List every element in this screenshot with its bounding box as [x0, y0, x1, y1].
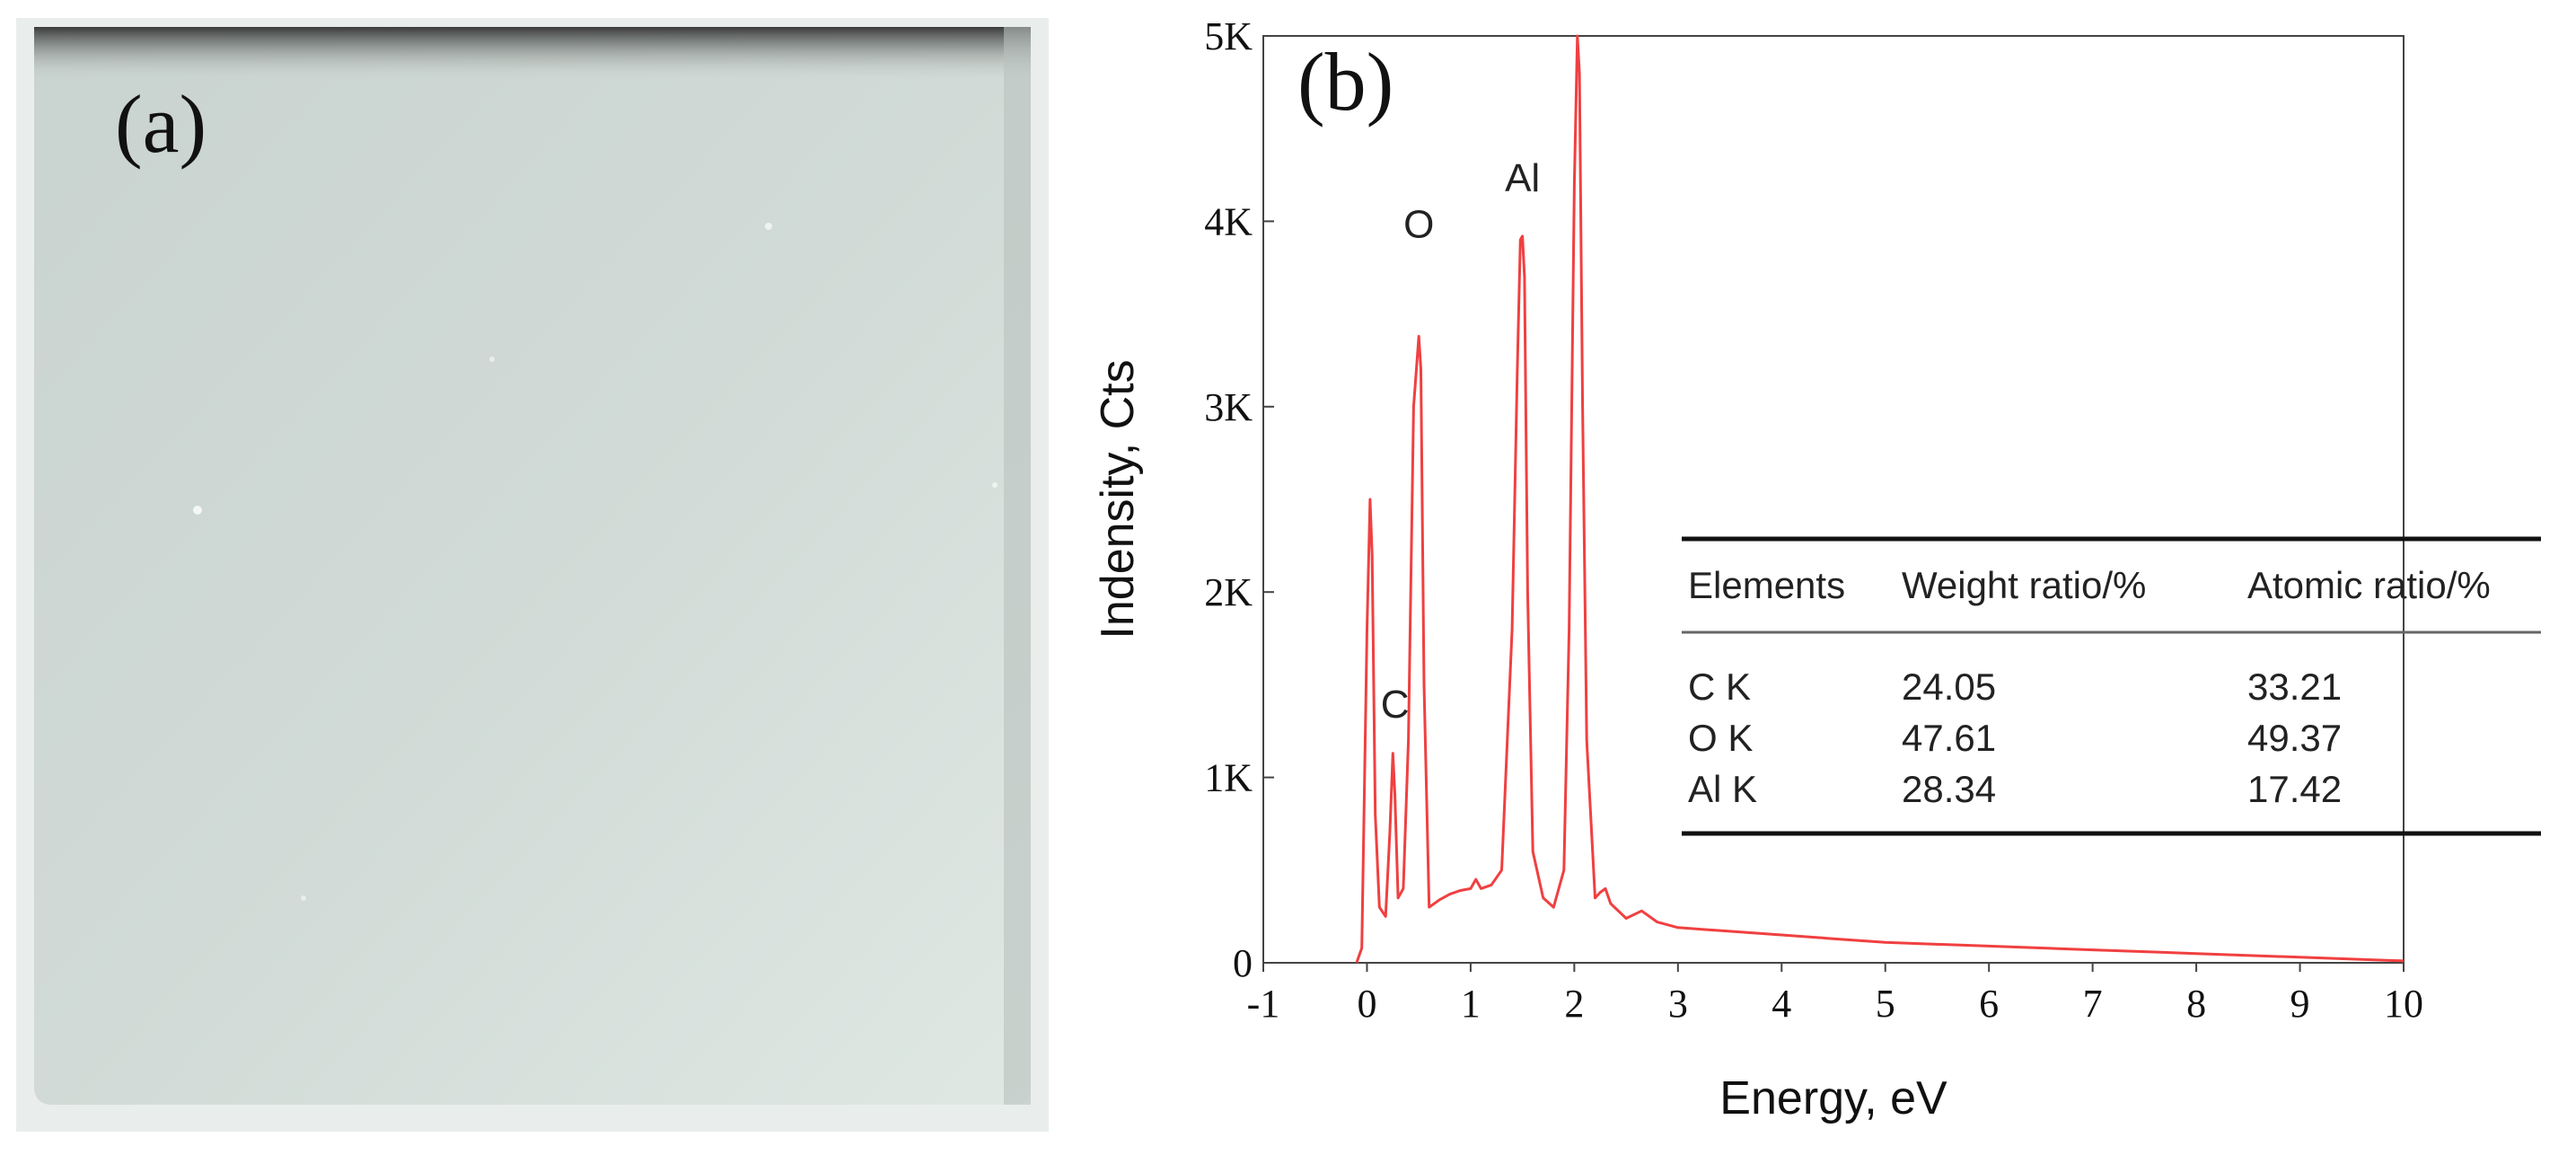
- table-cell: 24.05: [1902, 666, 1996, 708]
- table-cell: O K: [1688, 717, 1753, 759]
- plate: [34, 27, 1031, 1105]
- x-axis-title: Energy, eV: [1719, 1072, 1947, 1124]
- table-cell: 33.21: [2247, 666, 2342, 708]
- x-tick-label: -1: [1247, 982, 1280, 1026]
- peak-label-o: O: [1403, 202, 1434, 246]
- x-tick-label: 2: [1564, 982, 1584, 1026]
- peak-label-al: Al: [1505, 156, 1540, 200]
- table-cell: 47.61: [1902, 717, 1996, 759]
- x-tick-label: 0: [1357, 982, 1376, 1026]
- table-cell: C K: [1688, 666, 1751, 708]
- table-cell: Al K: [1688, 768, 1757, 810]
- peak-label-c: C: [1381, 683, 1410, 727]
- table-header-atomic: Atomic ratio/%: [2247, 564, 2491, 606]
- panel-a-label: (a): [115, 78, 207, 170]
- y-tick-label: 0: [1233, 941, 1253, 985]
- x-tick-label: 5: [1876, 982, 1895, 1026]
- spectrum-line: [1355, 34, 2405, 964]
- plot-frame: [1262, 35, 2405, 964]
- y-axis-ticks: 0 1K 2K 3K 4K 5K: [1204, 14, 1274, 985]
- y-tick-label: 5K: [1204, 14, 1253, 58]
- y-tick-label: 3K: [1204, 385, 1253, 429]
- y-axis-title: Indensity, Cts: [1092, 359, 1144, 639]
- table-cell: 49.37: [2247, 717, 2342, 759]
- panel-b-label: (b): [1297, 36, 1394, 128]
- peak-labels: C O Al: [1381, 156, 1540, 727]
- x-axis-ticks: -1 0 1 2 3 4 5 6 7 8 9 10: [1247, 963, 2423, 1026]
- x-tick-label: 3: [1668, 982, 1688, 1026]
- table-cell: 28.34: [1902, 768, 1996, 810]
- sample-photo: [16, 18, 1049, 1132]
- table-header-weight: Weight ratio/%: [1902, 564, 2146, 606]
- x-tick-label: 1: [1461, 982, 1481, 1026]
- table-header-elements: Elements: [1688, 564, 1845, 606]
- x-tick-label: 7: [2083, 982, 2103, 1026]
- table-cell: 17.42: [2247, 768, 2342, 810]
- x-tick-label: 6: [1979, 982, 1999, 1026]
- y-tick-label: 4K: [1204, 199, 1253, 243]
- x-tick-label: 9: [2290, 982, 2310, 1026]
- y-tick-label: 1K: [1204, 756, 1253, 800]
- x-tick-label: 4: [1772, 982, 1791, 1026]
- x-tick-label: 10: [2384, 982, 2423, 1026]
- y-tick-label: 2K: [1204, 570, 1253, 614]
- x-tick-label: 8: [2186, 982, 2206, 1026]
- composition-table: Elements Weight ratio/% Atomic ratio/% C…: [1682, 536, 2541, 836]
